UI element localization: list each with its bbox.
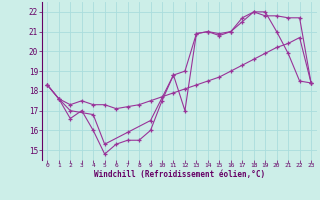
- X-axis label: Windchill (Refroidissement éolien,°C): Windchill (Refroidissement éolien,°C): [94, 170, 265, 179]
